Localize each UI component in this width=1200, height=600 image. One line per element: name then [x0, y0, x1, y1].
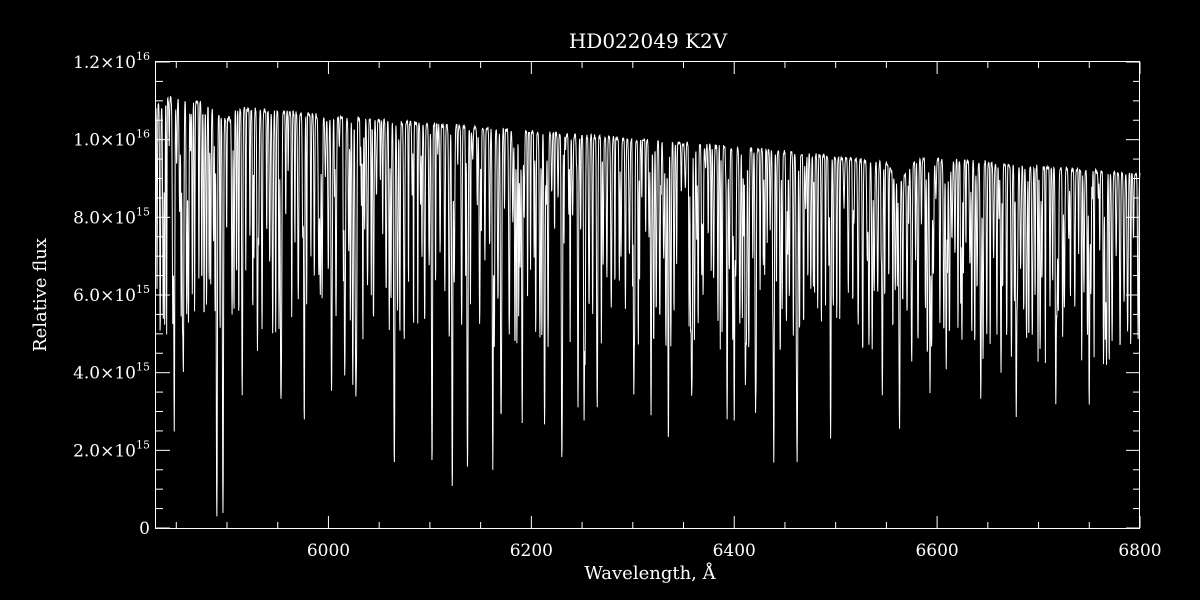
y-tick-mantissa: 1.2×10 [73, 53, 136, 73]
y-tick-exponent: 16 [136, 128, 150, 141]
y-tick-label: 1.0×1016 [73, 128, 150, 151]
spectrum-line [155, 95, 1141, 517]
plot-area [155, 95, 1141, 517]
x-tick-label: 6400 [713, 541, 756, 561]
y-tick-exponent: 15 [136, 361, 150, 374]
y-tick-mantissa: 1.0×10 [73, 131, 136, 151]
y-tick-exponent: 15 [136, 205, 150, 218]
x-tick-label: 6200 [510, 541, 553, 561]
y-tick-mantissa: 4.0×10 [73, 364, 136, 384]
y-tick-mantissa: 8.0×10 [73, 208, 136, 228]
chart-title: HD022049 K2V [569, 29, 728, 53]
y-axis-label: Relative flux [30, 238, 51, 352]
y-tick-mantissa: 6.0×10 [73, 286, 136, 306]
x-tick-label: 6800 [1118, 541, 1161, 561]
y-tick-label: 4.0×1015 [73, 361, 150, 384]
x-axis-label: Wavelength, Å [584, 562, 716, 584]
y-tick-label: 0 [139, 519, 150, 539]
plot-frame [155, 61, 1140, 529]
y-tick-mantissa: 2.0×10 [73, 441, 136, 461]
y-tick-label: 6.0×1015 [73, 283, 150, 306]
y-tick-mantissa: 0 [139, 519, 150, 539]
y-tick-label: 8.0×1015 [73, 205, 150, 228]
y-tick-label: 2.0×1015 [73, 438, 150, 461]
x-tick-label: 6600 [915, 541, 958, 561]
y-tick-exponent: 16 [136, 50, 150, 63]
tick-labels: 6000 6200 6400 6600 680002.0×10154.0×10156.0… [73, 50, 1162, 561]
y-tick-exponent: 15 [136, 438, 150, 451]
y-tick-exponent: 15 [136, 283, 150, 296]
y-tick-label: 1.2×1016 [73, 50, 150, 73]
x-tick-label: 6000 [307, 541, 350, 561]
